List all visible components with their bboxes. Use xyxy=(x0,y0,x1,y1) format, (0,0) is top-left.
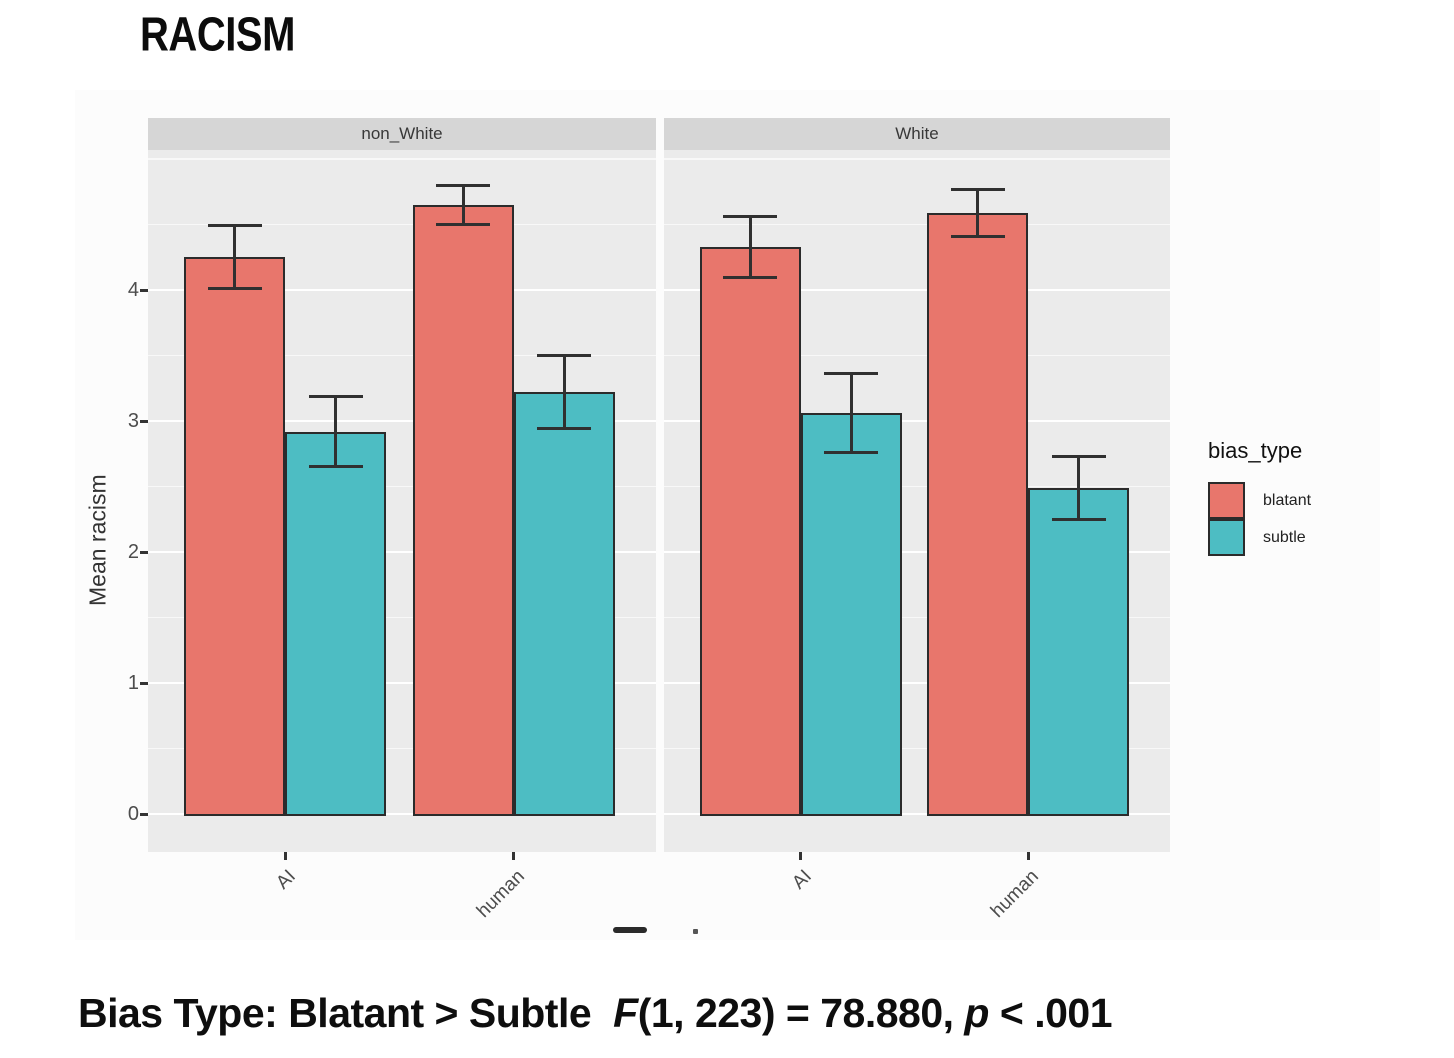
error-bar-cap xyxy=(824,451,879,455)
legend: bias_type blatant subtle xyxy=(1208,438,1311,556)
error-bar-cap xyxy=(436,223,491,227)
error-bar-cap xyxy=(950,234,1005,238)
cropped-x-axis-title-fragment xyxy=(613,927,647,933)
gridline-minor xyxy=(664,223,1170,226)
y-tick-label: 2 xyxy=(127,541,139,564)
facet-panel-non-white xyxy=(148,150,656,852)
error-bar xyxy=(461,185,465,225)
error-bar xyxy=(233,225,237,289)
error-bar-cap xyxy=(950,187,1005,191)
gridline-major xyxy=(148,813,656,816)
blatant-swatch-icon xyxy=(1208,482,1245,519)
error-bar-cap xyxy=(207,287,262,291)
facet-panel-white xyxy=(664,150,1170,852)
gridline-major xyxy=(664,551,1170,554)
gridline-minor xyxy=(148,158,656,160)
y-tick-mark xyxy=(140,289,148,292)
x-tick-label: human xyxy=(472,866,529,922)
annotation-prefix: Bias Type: Blatant > Subtle xyxy=(78,990,592,1036)
annotation-statistic: F(1, 223) = 78.880, p < .001 xyxy=(613,990,1112,1036)
gridline-minor xyxy=(148,223,656,226)
legend-title: bias_type xyxy=(1208,438,1303,463)
x-tick-mark xyxy=(512,852,516,860)
bar-subtle-human xyxy=(513,392,615,816)
annotation-part: < .001 xyxy=(988,990,1113,1036)
error-bar xyxy=(562,355,566,429)
gridline-minor xyxy=(664,747,1170,750)
gridline-minor xyxy=(664,616,1170,619)
y-tick-mark xyxy=(140,813,148,816)
gridline-major xyxy=(664,420,1170,423)
stats-annotation: Bias Type: Blatant > Subtle F(1, 223) = 7… xyxy=(78,990,1408,1037)
error-bar xyxy=(334,396,338,467)
bar-blatant-human xyxy=(927,212,1029,816)
gridline-minor xyxy=(664,158,1170,160)
chart-figure: Mean racism non_White White 0 1 2 3 4 bi… xyxy=(75,90,1380,940)
bar-blatant-AI xyxy=(184,257,286,816)
y-tick-label: 0 xyxy=(127,803,139,826)
annotation-part: p xyxy=(964,990,989,1036)
error-bar-cap xyxy=(1051,517,1106,521)
x-tick-label: human xyxy=(987,866,1044,922)
cropped-x-axis-title-fragment xyxy=(693,929,698,934)
error-bar-cap xyxy=(537,427,592,431)
error-bar xyxy=(849,373,853,453)
y-tick-label: 4 xyxy=(127,279,139,302)
x-tick-mark xyxy=(283,852,287,860)
gridline-major xyxy=(148,420,656,423)
legend-entry-blatant: blatant xyxy=(1208,482,1311,519)
legend-label: blatant xyxy=(1263,491,1312,509)
error-bar xyxy=(976,189,980,237)
error-bar-cap xyxy=(207,224,262,228)
gridline-major xyxy=(148,551,656,554)
bar-blatant-human xyxy=(412,205,514,816)
error-bar-cap xyxy=(1051,454,1106,458)
x-tick-mark xyxy=(1026,852,1030,860)
bar-subtle-AI xyxy=(285,431,387,816)
gridline-major xyxy=(664,289,1170,292)
gridline-minor xyxy=(148,354,656,357)
gridline-minor xyxy=(148,616,656,619)
annotation-part: F xyxy=(613,990,638,1036)
error-bar-cap xyxy=(537,354,592,358)
bar-blatant-AI xyxy=(699,246,801,816)
error-bar-cap xyxy=(308,394,363,398)
gridline-major xyxy=(664,682,1170,685)
facet-strip-white: White xyxy=(664,118,1170,150)
gridline-minor xyxy=(664,354,1170,357)
annotation-part: (1, 223) = 78.880, xyxy=(637,990,965,1036)
gridline-major xyxy=(148,682,656,685)
x-tick-label: AI xyxy=(272,866,301,894)
error-bar xyxy=(1077,456,1081,520)
bar-subtle-human xyxy=(1028,487,1130,816)
y-tick-mark xyxy=(140,420,148,423)
error-bar-cap xyxy=(308,465,363,469)
y-tick-mark xyxy=(140,551,148,554)
error-bar xyxy=(748,216,752,278)
gridline-minor xyxy=(664,485,1170,488)
error-bar-cap xyxy=(824,372,879,376)
gridline-major xyxy=(148,289,656,292)
gridline-minor xyxy=(148,747,656,750)
error-bar-cap xyxy=(723,215,778,219)
subtle-swatch-icon xyxy=(1208,519,1245,556)
gridline-major xyxy=(664,813,1170,816)
error-bar-cap xyxy=(436,183,491,187)
y-tick-mark xyxy=(140,682,148,685)
error-bar-cap xyxy=(723,275,778,279)
x-tick-label: AI xyxy=(787,866,816,894)
legend-entry-subtle: subtle xyxy=(1208,519,1311,556)
y-tick-label: 3 xyxy=(127,410,139,433)
page-title: RACISM xyxy=(140,8,295,62)
y-axis-title: Mean racism xyxy=(84,474,111,606)
legend-label: subtle xyxy=(1263,528,1306,546)
x-tick-mark xyxy=(799,852,803,860)
gridline-minor xyxy=(148,485,656,488)
facet-strip-non-white: non_White xyxy=(148,118,656,150)
bar-subtle-AI xyxy=(800,413,902,817)
y-tick-label: 1 xyxy=(127,672,139,695)
